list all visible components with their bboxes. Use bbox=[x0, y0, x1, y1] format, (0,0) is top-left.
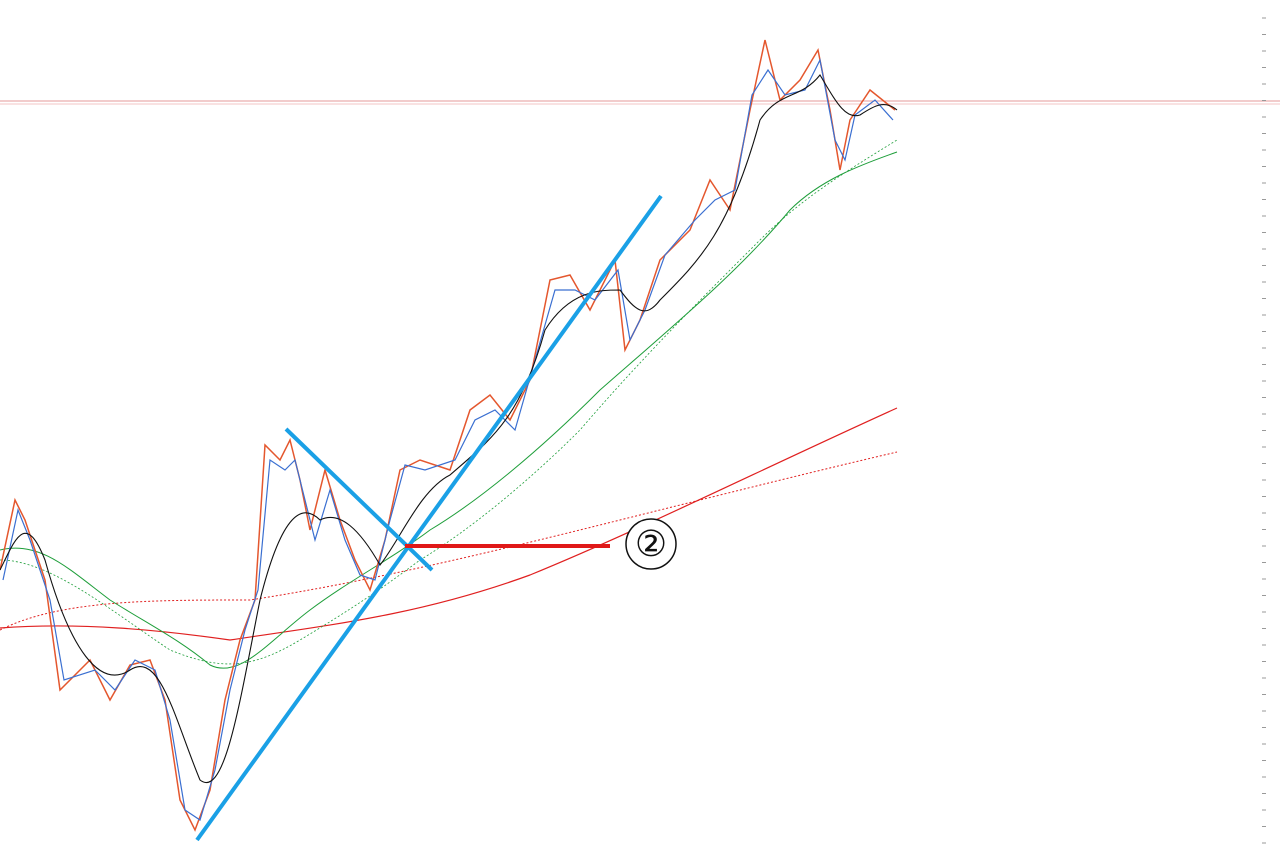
moving-average-short bbox=[0, 74, 898, 783]
annotation-circle bbox=[625, 518, 677, 570]
moving-average-200-dotted bbox=[0, 451, 898, 631]
price-axis bbox=[1262, 17, 1266, 844]
annotation-label: ② bbox=[635, 524, 667, 565]
moving-average-200 bbox=[0, 407, 898, 641]
trend-line bbox=[195, 194, 663, 842]
price-bars-down bbox=[2, 58, 894, 821]
